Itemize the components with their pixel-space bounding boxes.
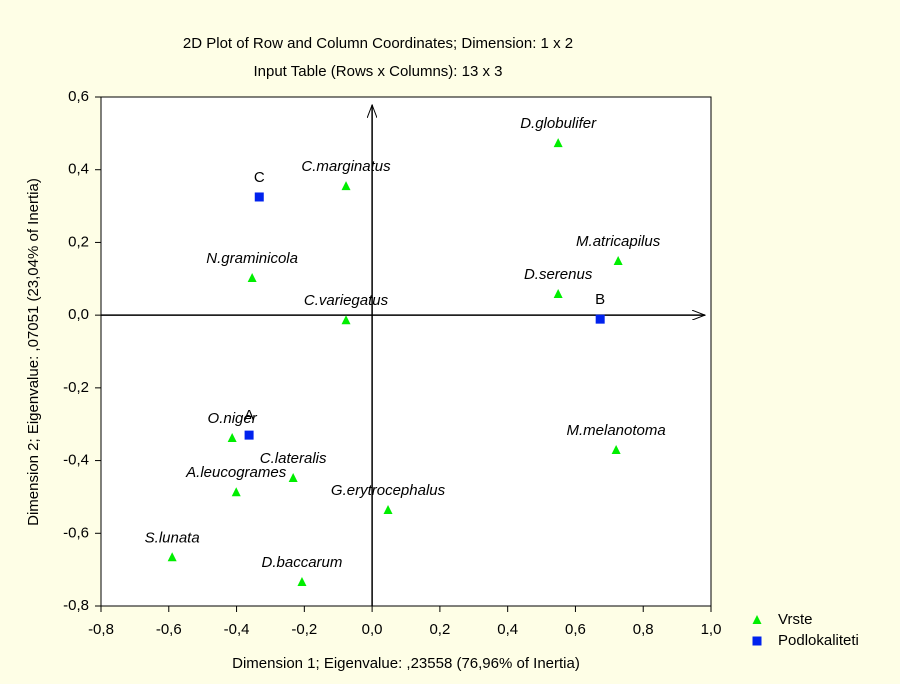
x-tick-label: -0,4 [224,621,250,638]
point [553,289,563,299]
point-label: C.variegatus [304,292,389,309]
point [595,314,605,324]
point-label: D.baccarum [262,554,343,571]
legend-label: Vrste [778,611,812,628]
point [227,433,237,443]
point [231,487,241,497]
legend-marker [752,615,762,624]
x-tick-label: -0,2 [291,621,317,638]
point-label: C.marginatus [301,158,391,175]
chart-title: 2D Plot of Row and Column Coordinates; D… [183,35,573,52]
point [383,505,393,515]
point-label: B [595,291,605,308]
x-tick-label: 0,6 [565,621,586,638]
point-label: A.leucogrames [185,464,287,481]
point [341,181,351,191]
point-label: A [244,407,254,424]
x-tick-label: 0,8 [633,621,654,638]
x-tick-label: 1,0 [701,621,722,638]
point-label: C.lateralis [260,450,327,467]
legend-marker [752,636,762,646]
point [254,192,264,202]
plot-area [100,96,712,607]
y-tick-label: 0,0 [68,306,89,323]
point-label: D.serenus [524,266,593,283]
x-tick-label: 0,4 [497,621,518,638]
point-label: D.globulifer [520,115,597,132]
y-tick-label: -0,6 [63,524,89,541]
x-tick-label: 0,2 [429,621,450,638]
point [613,255,623,265]
legend-label: Podlokaliteti [778,632,859,649]
point [341,315,351,325]
point-label: G.erytrocephalus [331,482,446,499]
point-label: N.graminicola [206,250,298,267]
point-label: M.atricapilus [576,233,661,250]
point-label: S.lunata [145,529,200,546]
point [288,473,298,483]
point [553,138,563,148]
point [247,273,257,283]
x-tick-label: -0,8 [88,621,114,638]
y-axis-label: Dimension 2; Eigenvalue: ,07051 (23,04% … [25,178,42,526]
point-label: C [254,169,265,186]
y-tick-label: 0,4 [68,161,89,178]
y-tick-label: -0,4 [63,452,89,469]
chart-subtitle: Input Table (Rows x Columns): 13 x 3 [253,63,502,80]
point [297,577,307,587]
point [244,430,254,440]
y-tick-label: 0,2 [68,233,89,250]
y-tick-label: -0,2 [63,379,89,396]
point-label: M.melanotoma [567,422,666,439]
point [167,552,177,562]
y-tick-label: -0,8 [63,597,89,614]
x-axis-label: Dimension 1; Eigenvalue: ,23558 (76,96% … [232,655,580,672]
x-tick-label: 0,0 [362,621,383,638]
point [611,445,621,455]
y-tick-label: 0,6 [68,88,89,105]
point-label: O.niger [208,410,258,427]
x-tick-label: -0,6 [156,621,182,638]
